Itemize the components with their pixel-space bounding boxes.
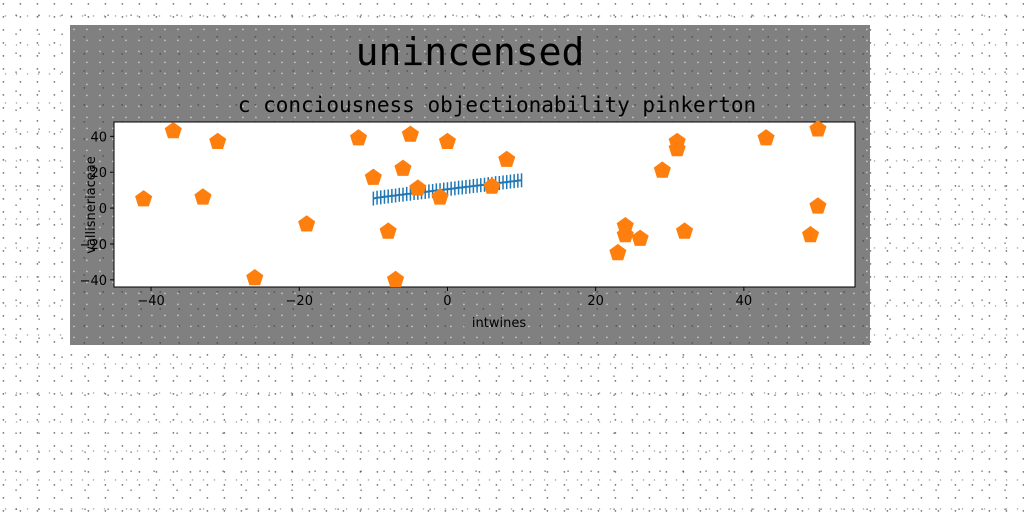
data-point	[431, 188, 449, 205]
y-tick-label: 0	[99, 202, 107, 217]
data-point	[246, 269, 264, 286]
x-tick-label: 40	[736, 294, 753, 309]
plot-area	[113, 121, 856, 288]
y-axis: −40 −20 0 20 40	[80, 130, 114, 289]
data-point	[757, 129, 775, 146]
data-point	[498, 150, 516, 167]
x-tick-label: −40	[137, 294, 164, 309]
data-point	[401, 125, 419, 142]
y-tick-label: −20	[80, 238, 107, 253]
data-point	[802, 226, 820, 243]
data-point	[676, 222, 694, 239]
y-tick-label: 20	[90, 166, 107, 181]
x-tick-label: 20	[587, 294, 604, 309]
y-axis-label: vallisneriaceae	[84, 156, 99, 254]
data-point	[609, 243, 627, 261]
data-point	[135, 190, 153, 207]
data-point	[194, 188, 212, 205]
figure-panel: unincensed c conciousness objectionabili…	[70, 25, 870, 345]
data-point	[483, 177, 501, 194]
plot-marks	[135, 120, 827, 288]
data-point	[809, 197, 827, 214]
x-axis: −40 −20 0 20 40	[137, 287, 752, 309]
scatter-chart: unincensed c conciousness objectionabili…	[80, 30, 856, 331]
data-point	[394, 159, 412, 176]
data-point	[653, 161, 671, 178]
data-point	[350, 129, 368, 146]
y-tick-label: 40	[90, 130, 107, 145]
data-point	[209, 132, 227, 149]
data-point	[668, 139, 686, 157]
data-point	[631, 229, 649, 246]
figure-suptitle: unincensed	[356, 30, 585, 74]
axes-title: c conciousness objectionability pinkerto…	[238, 93, 756, 117]
data-point	[298, 215, 316, 232]
data-point	[164, 122, 182, 139]
data-point	[387, 270, 405, 288]
x-axis-label: intwines	[472, 316, 526, 331]
y-tick-label: −40	[80, 274, 107, 289]
data-point	[364, 168, 382, 185]
data-point	[379, 222, 397, 239]
x-tick-label: −20	[286, 294, 313, 309]
data-point	[409, 179, 427, 196]
data-point	[809, 120, 827, 137]
x-tick-label: 0	[443, 294, 451, 309]
data-point	[616, 226, 634, 243]
data-point	[438, 132, 456, 149]
